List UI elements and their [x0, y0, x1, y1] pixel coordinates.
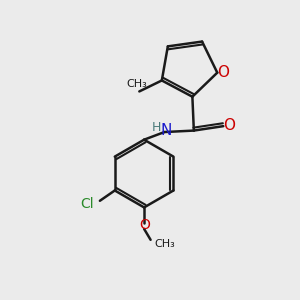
Text: N: N: [160, 123, 172, 138]
Text: O: O: [217, 65, 229, 80]
Text: O: O: [139, 218, 150, 232]
Text: O: O: [223, 118, 235, 133]
Text: CH₃: CH₃: [126, 79, 147, 89]
Text: Cl: Cl: [80, 197, 93, 211]
Text: CH₃: CH₃: [154, 239, 175, 249]
Text: H: H: [152, 121, 161, 134]
